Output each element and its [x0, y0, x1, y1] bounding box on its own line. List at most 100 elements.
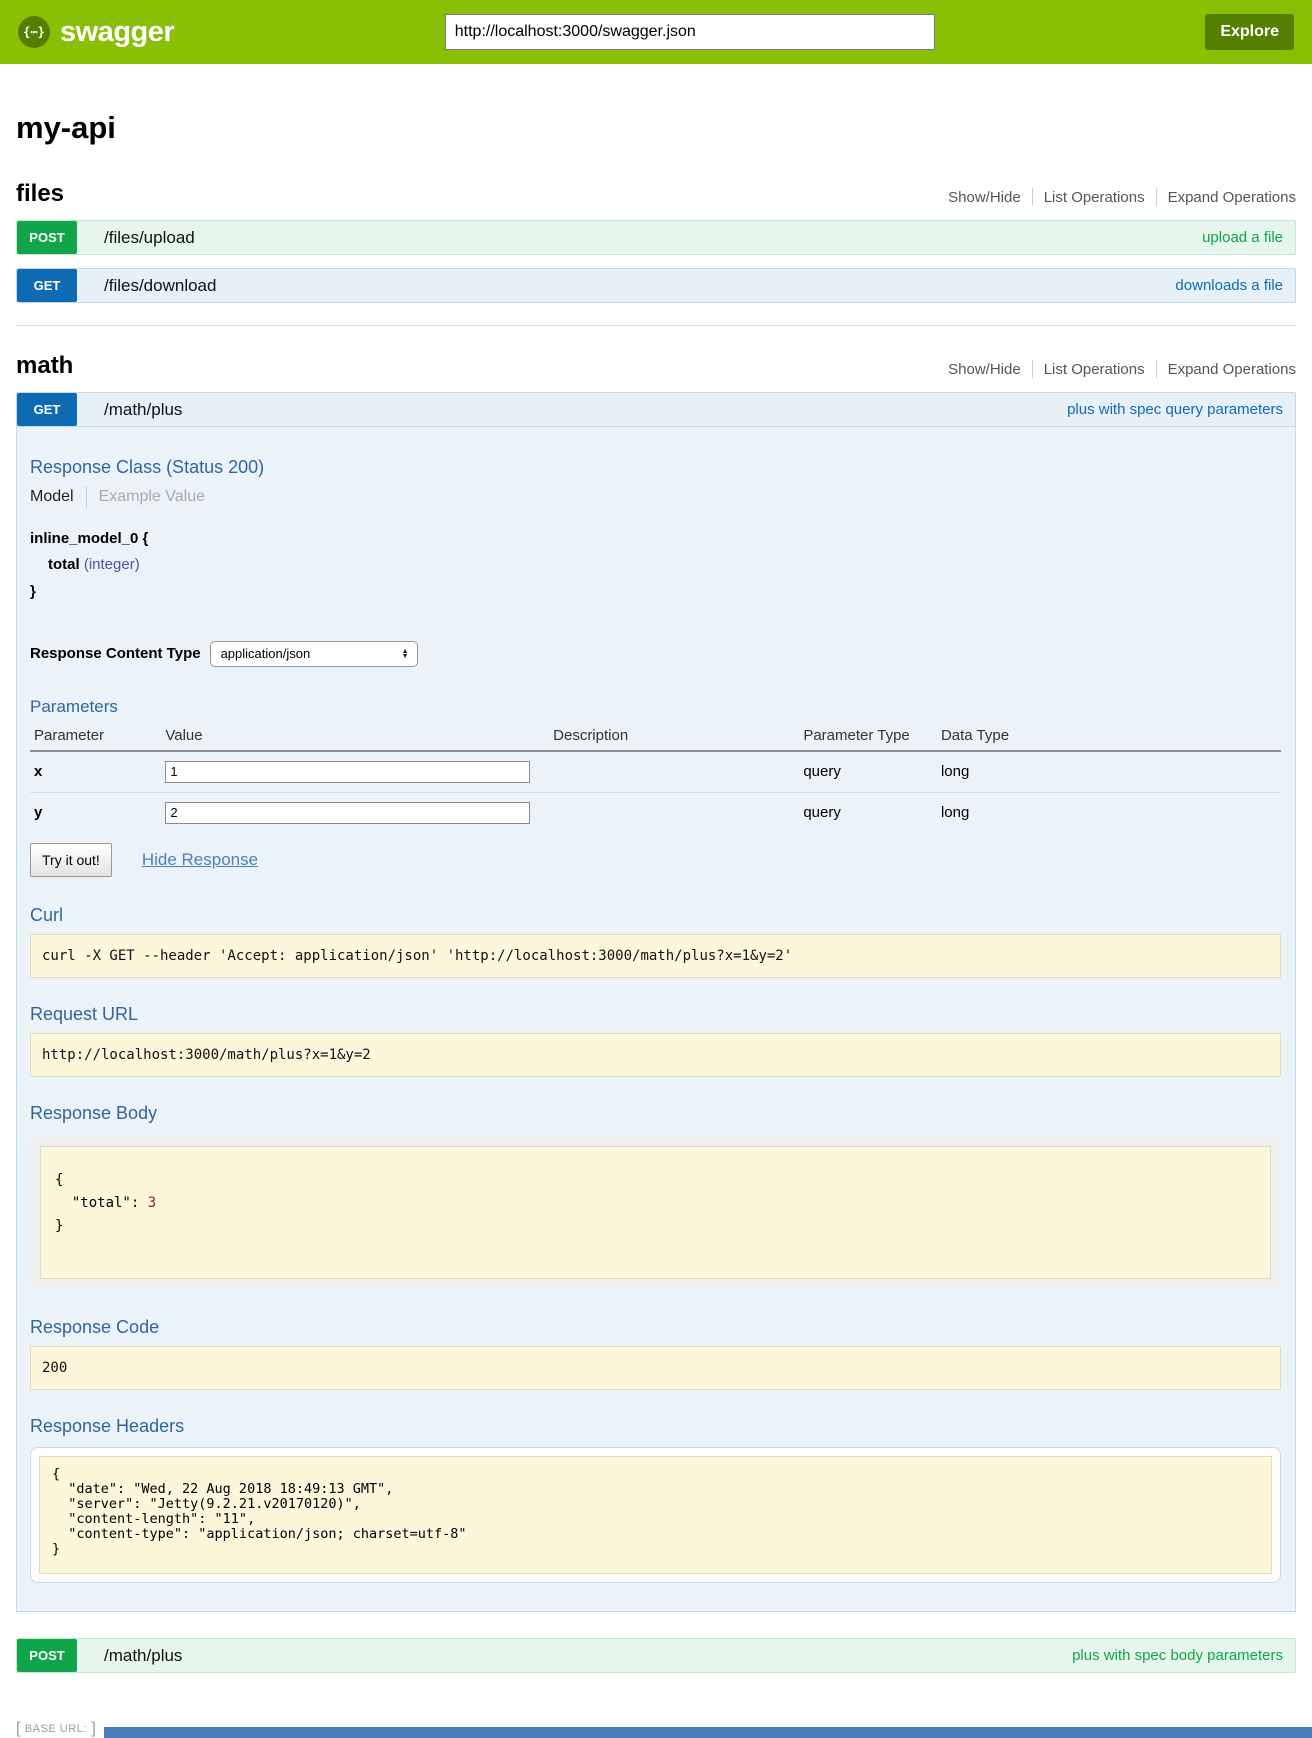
parameter-row-x: x query long [30, 751, 1281, 793]
files-section-controls: Show/Hide List Operations Expand Operati… [948, 188, 1296, 208]
get-method-badge: GET [17, 269, 77, 302]
response-content-type-row: Response Content Type application/json [30, 640, 1281, 667]
endpoint-summary[interactable]: plus with spec body parameters [1072, 1647, 1283, 1665]
endpoint-post-files-upload[interactable]: POST /files/upload upload a file [16, 220, 1296, 255]
response-headers-heading: Response Headers [30, 1416, 185, 1437]
post-method-badge: POST [17, 1639, 77, 1673]
curl-command-block: curl -X GET --header 'Accept: applicatio… [30, 933, 1281, 978]
endpoint-post-math-plus[interactable]: POST /math/plus plus with spec body para… [16, 1638, 1296, 1674]
files-section-title[interactable]: files [16, 180, 65, 207]
column-header-data-type: Data Type [936, 718, 1281, 752]
response-headers-container: { "date": "Wed, 22 Aug 2018 18:49:13 GMT… [30, 1447, 1281, 1584]
response-code-block: 200 [30, 1346, 1281, 1391]
bottom-blue-bar [104, 1727, 1312, 1738]
math-section-controls: Show/Hide List Operations Expand Operati… [948, 360, 1296, 380]
divider [1031, 360, 1033, 378]
post-method-badge: POST [17, 221, 77, 254]
math-expand-operations-link[interactable]: Expand Operations [1167, 360, 1296, 378]
header-line: "date": "Wed, 22 Aug 2018 18:49:13 GMT", [52, 1481, 394, 1498]
divider [1155, 188, 1157, 206]
response-class-heading: Response Class (Status 200) [30, 457, 265, 477]
header-bar: {⋯} swagger Explore [0, 0, 1312, 64]
divider [85, 486, 87, 508]
header-line: { [52, 1466, 61, 1483]
model-property-name: total [48, 556, 80, 574]
swagger-url-input[interactable] [444, 14, 935, 50]
header-line: "server": "Jetty(9.2.21.v20170120)", [52, 1496, 361, 1513]
base-url-open-bracket: [ [16, 1720, 21, 1738]
json-total-line: "total": 3 [55, 1194, 157, 1211]
request-url-heading: Request URL [30, 1003, 139, 1024]
files-show-hide-link[interactable]: Show/Hide [948, 188, 1021, 206]
swagger-logo-text: swagger [60, 15, 175, 48]
parameter-type: query [799, 791, 937, 833]
column-header-value: Value [161, 718, 550, 752]
model-close-line: } [30, 582, 36, 600]
parameter-data-type: long [940, 763, 970, 781]
endpoint-summary[interactable]: plus with spec query parameters [1067, 401, 1283, 418]
endpoint-path[interactable]: /math/plus [104, 1645, 183, 1665]
parameter-name: y [34, 804, 43, 822]
column-header-parameter: Parameter [30, 718, 162, 752]
files-expand-operations-link[interactable]: Expand Operations [1167, 188, 1296, 206]
response-content-type-label: Response Content Type [30, 645, 201, 663]
response-body-heading: Response Body [30, 1102, 158, 1123]
math-list-operations-link[interactable]: List Operations [1043, 360, 1145, 378]
endpoint-summary[interactable]: upload a file [1202, 229, 1283, 246]
header-line: "content-type": "application/json; chars… [52, 1526, 467, 1543]
response-code-heading: Response Code [30, 1317, 160, 1338]
explore-button[interactable]: Explore [1205, 14, 1295, 50]
tab-model[interactable]: Model [30, 488, 74, 505]
get-method-badge: GET [17, 393, 77, 426]
parameter-name: x [34, 763, 43, 781]
model-tabs: Model Example Value [30, 486, 1281, 508]
base-url-label: BASE URL: [24, 1723, 87, 1736]
response-body-container: { "total": 3} [30, 1135, 1281, 1290]
endpoint-get-math-plus[interactable]: GET /math/plus plus with spec query para… [16, 392, 1296, 427]
api-title: my-api [16, 110, 116, 145]
divider [1155, 360, 1157, 378]
endpoint-summary[interactable]: downloads a file [1175, 277, 1283, 294]
math-section-title[interactable]: math [16, 352, 74, 379]
request-url-block: http://localhost:3000/math/plus?x=1&y=2 [30, 1032, 1281, 1077]
parameter-description [549, 751, 799, 793]
response-content-type-select[interactable]: application/json [209, 640, 418, 667]
response-headers-block: { "date": "Wed, 22 Aug 2018 18:49:13 GMT… [39, 1456, 1272, 1575]
hide-response-link[interactable]: Hide Response [141, 849, 259, 869]
endpoint-path[interactable]: /files/download [104, 275, 217, 295]
tab-example-value[interactable]: Example Value [98, 488, 206, 505]
parameter-y-input[interactable] [165, 801, 531, 824]
parameter-row-y: y query long [30, 791, 1281, 833]
try-it-out-button[interactable]: Try it out! [30, 842, 112, 877]
main-content: my-api files Show/Hide List Operations E… [0, 110, 1312, 1674]
header-line: } [52, 1541, 61, 1558]
header-line: "content-length": "11", [52, 1511, 256, 1528]
parameter-x-input[interactable] [165, 760, 531, 783]
endpoint-path[interactable]: /files/upload [104, 227, 195, 247]
files-section-header: files Show/Hide List Operations Expand O… [16, 180, 1296, 208]
operation-get-math-plus: GET /math/plus plus with spec query para… [16, 392, 1296, 1613]
model-property: total (integer) [30, 552, 1281, 578]
math-section-header: math Show/Hide List Operations Expand Op… [16, 352, 1296, 380]
parameter-description [549, 791, 800, 833]
base-url-close-bracket: ] [91, 1720, 96, 1738]
endpoint-path[interactable]: /math/plus [104, 399, 183, 419]
section-divider [16, 325, 1296, 326]
math-show-hide-link[interactable]: Show/Hide [948, 360, 1021, 378]
model-open-line: inline_model_0 { [30, 530, 149, 547]
response-body-block: { "total": 3} [40, 1145, 1271, 1280]
column-header-parameter-type: Parameter Type [799, 718, 937, 752]
swagger-logo[interactable]: {⋯} swagger [18, 15, 175, 49]
parameters-table: Parameter Value Description Parameter Ty… [30, 718, 1281, 833]
column-header-description: Description [549, 718, 800, 752]
select-arrows-icon [402, 649, 409, 659]
endpoint-get-files-download[interactable]: GET /files/download downloads a file [16, 268, 1296, 303]
selected-content-type: application/json [220, 646, 311, 662]
json-open-brace: { [55, 1171, 64, 1188]
divider [1031, 188, 1033, 206]
model-signature: inline_model_0 { total (integer) } [30, 526, 1281, 605]
parameter-data-type: long [936, 791, 1281, 833]
parameters-heading: Parameters [30, 696, 118, 716]
files-list-operations-link[interactable]: List Operations [1043, 188, 1145, 206]
operation-content: Response Class (Status 200) Model Exampl… [16, 427, 1296, 1613]
